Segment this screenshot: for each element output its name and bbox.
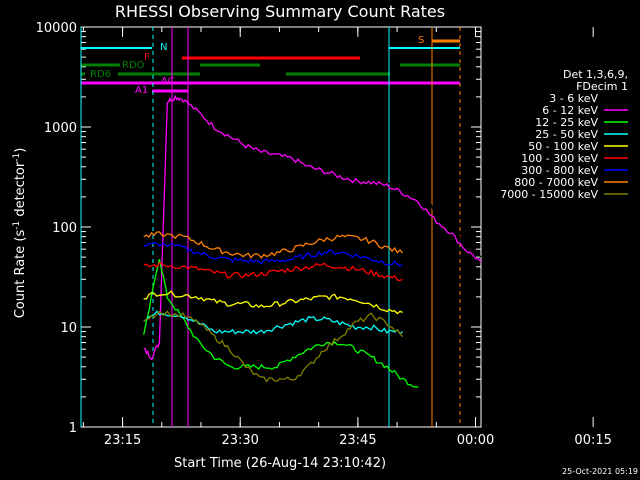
axis-ticks <box>81 26 594 428</box>
flag-label: N <box>160 42 167 53</box>
flag-label: RD6 <box>90 69 111 80</box>
legend-label: 3 - 6 keV <box>549 92 598 105</box>
legend-header: FDecim 1 <box>576 80 628 93</box>
x-tick-label: 23:15 <box>104 433 141 448</box>
legend-label: 6 - 12 keV <box>542 104 598 117</box>
legend-label: 12 - 25 keV <box>535 116 598 129</box>
series-line <box>143 242 403 267</box>
legend-label: 25 - 50 keV <box>535 128 598 141</box>
x-tick-label: 23:45 <box>339 433 376 448</box>
y-tick-label: 1000 <box>44 121 77 136</box>
series-line <box>143 231 404 259</box>
series-line <box>143 310 404 335</box>
timestamp: 25-Oct-2021 05:19 <box>562 467 638 476</box>
x-axis-label: Start Time (26-Aug-14 23:10:42) <box>174 456 386 471</box>
series-lines <box>143 94 482 388</box>
x-tick-label: 00:15 <box>574 433 611 448</box>
legend-label: 7000 - 15000 keV <box>500 188 598 201</box>
x-tick-label: 00:00 <box>457 433 494 448</box>
y-tick-label: 100 <box>52 221 77 236</box>
y-tick-labels: 1 10 100 1000 10000 <box>36 21 77 436</box>
y-tick-label: 10000 <box>36 21 77 36</box>
y-tick-label: 10 <box>60 321 77 336</box>
flag-label: AC <box>161 76 175 87</box>
y-axis-label: Count Rate (s-1 detector-1) <box>12 148 28 319</box>
x-tick-label: 23:30 <box>221 433 258 448</box>
flag-label: A1 <box>135 85 148 96</box>
series-line <box>143 261 403 282</box>
flag-label: RDO <box>122 60 145 71</box>
legend-label: 800 - 7000 keV <box>514 176 598 189</box>
legend-label: 100 - 300 keV <box>521 152 598 165</box>
series-line <box>143 94 482 361</box>
legend-header: Det 1,3,6,9, <box>563 68 628 81</box>
series-line <box>143 290 403 315</box>
flag-label: F <box>144 52 150 63</box>
chart-title: RHESSI Observing Summary Count Rates <box>115 2 445 21</box>
legend-label: 300 - 800 keV <box>521 164 598 177</box>
y-tick-label: 1 <box>69 421 77 436</box>
legend-label: 50 - 100 keV <box>528 140 598 153</box>
flag-label: S <box>418 35 424 46</box>
series-line <box>143 310 404 383</box>
